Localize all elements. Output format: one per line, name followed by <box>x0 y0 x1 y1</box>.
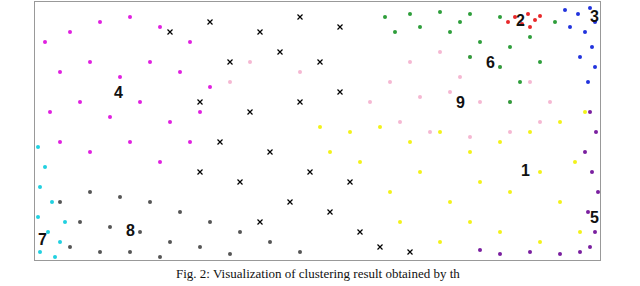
svg-text:1: 1 <box>521 162 530 179</box>
svg-text:5: 5 <box>590 209 599 226</box>
svg-text:9: 9 <box>456 94 465 111</box>
svg-text:6: 6 <box>486 54 495 71</box>
svg-text:8: 8 <box>126 222 135 239</box>
svg-text:7: 7 <box>38 231 47 248</box>
svg-text:Fig. 2: Visualization of clust: Fig. 2: Visualization of clustering resu… <box>176 266 460 281</box>
svg-text:3: 3 <box>590 8 599 25</box>
svg-text:4: 4 <box>114 84 123 101</box>
svg-text:2: 2 <box>516 12 525 29</box>
